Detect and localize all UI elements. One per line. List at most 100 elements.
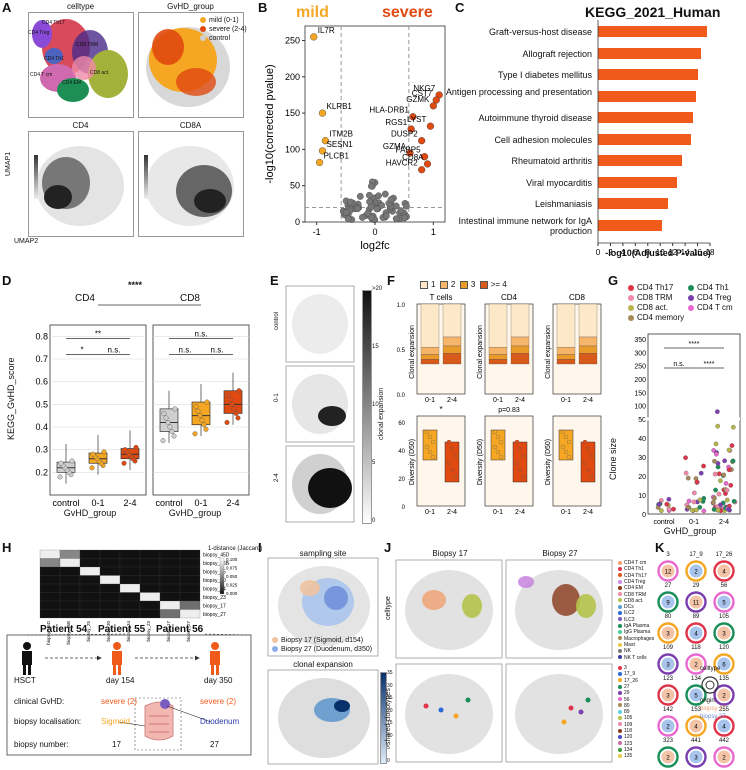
k-ring-inner	[689, 564, 703, 578]
k-legend-celltype: celltype	[700, 666, 721, 672]
f-box-severe-0	[444, 441, 460, 483]
k-circle-id-7: 89	[692, 614, 700, 620]
f-leg-4: >= 4	[490, 280, 507, 289]
d-xtick-cd8-2: 2-4	[226, 498, 239, 508]
g-point	[659, 508, 664, 513]
g-legend-item-3: CD4 Treg	[688, 293, 731, 302]
i-cb-tick-6: 5	[387, 745, 390, 751]
volcano-point	[359, 214, 366, 221]
f-point	[566, 439, 572, 445]
f-point	[514, 439, 520, 445]
cd8a-title: CD8A	[179, 121, 202, 130]
f-point	[588, 474, 594, 480]
f-xtop-0-1: 2-4	[447, 397, 457, 404]
g-point	[712, 471, 718, 477]
k-circle-20: 2	[713, 746, 735, 768]
k-ring-inner	[689, 657, 703, 671]
j-legend-item-6: CD8 act.	[618, 598, 643, 604]
h-legend-tick: 0.100	[226, 557, 238, 562]
f-point	[424, 444, 430, 450]
f-xbot-2-0: 0-1	[561, 509, 571, 516]
h-cell	[39, 583, 61, 593]
k-ring-inner	[661, 626, 675, 640]
k-circle-id-6: 80	[664, 614, 672, 620]
h-gvhd-2: severe (2)	[200, 697, 237, 706]
f-stack-0-0-3	[420, 359, 440, 365]
f-point	[520, 453, 526, 459]
j-legend-dot-13	[618, 642, 622, 647]
volcano-point-rgs1	[407, 125, 415, 133]
d-sig-cd4-a-label: **	[95, 330, 101, 339]
g-xtick-2: 2-4	[719, 519, 729, 526]
volcano-xlabel: log2fc	[360, 240, 390, 252]
d-point	[160, 438, 166, 444]
h-col-label-7: biopsy_27	[186, 621, 191, 642]
d-point	[225, 392, 231, 398]
j-clonotype-dot-12	[618, 741, 622, 746]
j-legend-item-9: ILC3	[618, 617, 635, 623]
g-point	[718, 502, 723, 508]
k-circle-n-2: 4	[722, 570, 726, 576]
h-cell	[179, 592, 201, 602]
legend-severe: severe (2-4)	[209, 26, 247, 33]
k-ring-inner	[661, 688, 675, 702]
label-cd4-th1: CD4 Th1	[44, 56, 64, 62]
volcano-label-lyst: LYST	[407, 115, 427, 124]
k-ring-inner	[661, 657, 675, 671]
d-point	[69, 458, 75, 464]
f-point	[563, 449, 569, 455]
h-timeline	[6, 633, 252, 756]
e-umaps	[285, 285, 355, 523]
umap1-axis: UMAP1	[5, 151, 12, 176]
j-legend-item-11: IgG Plasma	[618, 629, 650, 635]
kegg-label-1: Allograft rejection	[522, 48, 592, 59]
h-cell	[179, 575, 201, 585]
h-cell	[139, 566, 161, 576]
h-cell	[59, 549, 81, 559]
j-clonotype-dot-0	[618, 665, 622, 670]
f-point	[492, 429, 498, 435]
volcano-point-gzma	[406, 149, 414, 157]
d-point	[199, 417, 205, 423]
umap-gvhd-frame	[138, 12, 244, 118]
g-ytick-high: 250	[634, 364, 646, 371]
k-legend-origin: origin:	[700, 698, 717, 704]
j-legend-label-7: DCs	[624, 604, 634, 611]
e-cb-tick-20: >20	[372, 286, 383, 292]
d-point	[195, 408, 201, 414]
volcano-point	[378, 201, 386, 209]
j-clonotype-label-6: 80	[624, 702, 630, 709]
g-point	[723, 481, 729, 486]
h-cell	[99, 558, 121, 568]
d-point	[101, 449, 107, 455]
j-row-shared: shared clonotypes	[385, 688, 392, 745]
d-ytick-label: 0.2	[35, 467, 48, 477]
k-circle-1: 2	[685, 560, 707, 582]
j-legend-dot-2	[618, 573, 622, 578]
k-ring-inner	[717, 750, 731, 764]
f-point	[492, 444, 498, 450]
k-circle-n-16: 4	[694, 725, 698, 731]
kegg-bar-7	[598, 176, 678, 188]
volcano-point	[381, 190, 389, 198]
d-point	[193, 404, 199, 410]
f-point	[449, 446, 455, 452]
h-col-label-3: biopsy_30	[106, 621, 111, 642]
j-clonotype-dot-13	[618, 747, 622, 752]
g-legend-item-1: CD4 Th1	[688, 283, 729, 292]
j-legend-item-2: CD4 Th17	[618, 573, 647, 579]
j-clonotype-label-12: 123	[624, 740, 633, 747]
k-circle-id-5: 56	[720, 583, 728, 589]
k-ring-inner	[689, 750, 703, 764]
kegg-bar-5	[598, 133, 692, 145]
k-ring-inner	[661, 719, 675, 733]
k-ring-outer	[685, 746, 707, 768]
k-circle-id-18: 323	[662, 738, 673, 744]
f-point	[427, 449, 433, 455]
d-point	[90, 451, 96, 457]
k-circle-17: 4	[713, 715, 735, 737]
e-cb-tick-10: 10	[372, 402, 379, 408]
f-stack-1-1-2	[510, 345, 530, 354]
d-point	[227, 397, 233, 403]
k-circle-n-12: 3	[666, 694, 670, 700]
